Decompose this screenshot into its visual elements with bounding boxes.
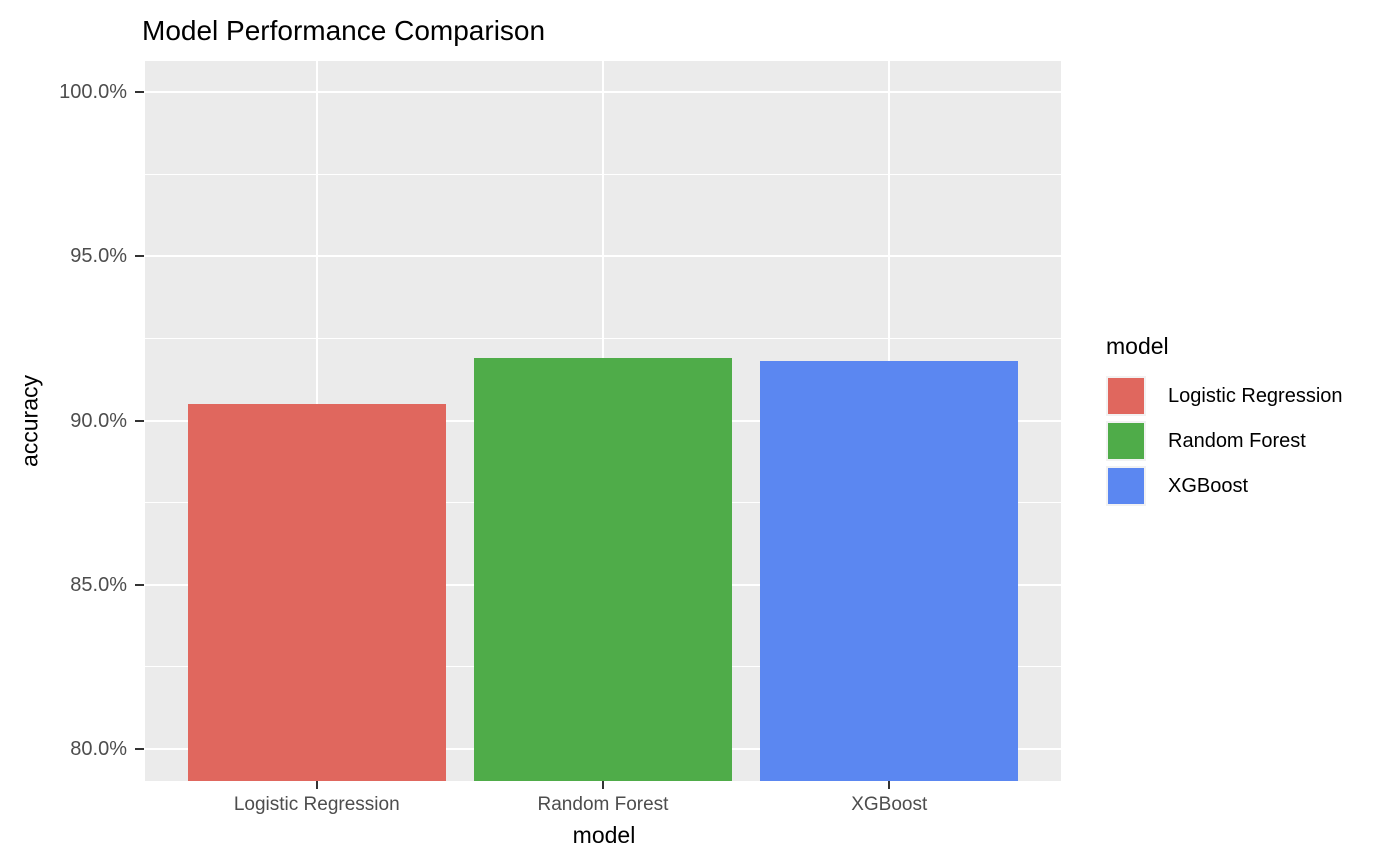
- y-tick-mark: [135, 255, 144, 258]
- legend-item-random-forest: Random Forest: [1106, 421, 1343, 461]
- legend-key-xgboost: [1106, 466, 1146, 506]
- y-tick-label: 80.0%: [70, 737, 127, 760]
- bar-xgboost: [760, 361, 1019, 781]
- legend-title: model: [1106, 333, 1169, 359]
- x-tick-mark: [888, 781, 891, 789]
- legend-item-xgboost: XGBoost: [1106, 466, 1343, 506]
- y-tick-label: 95.0%: [70, 245, 127, 268]
- y-tick-mark: [135, 747, 144, 750]
- chart-title: Model Performance Comparison: [142, 15, 546, 46]
- legend-items: Logistic Regression Random Forest XGBoost: [1106, 376, 1343, 506]
- x-tick-mark: [315, 781, 318, 789]
- y-tick-label: 85.0%: [70, 573, 127, 596]
- legend-key-logistic-regression: [1106, 376, 1146, 416]
- y-tick-mark: [135, 583, 144, 586]
- y-tick-mark: [135, 91, 144, 94]
- legend-item-logistic-regression: Logistic Regression: [1106, 376, 1343, 416]
- y-tick-label: 100.0%: [59, 81, 127, 104]
- legend-label: Logistic Regression: [1168, 384, 1343, 407]
- y-tick-label: 90.0%: [70, 409, 127, 432]
- x-tick-label: Random Forest: [537, 794, 669, 815]
- x-tick-label: Logistic Regression: [233, 794, 400, 815]
- bar-random-forest: [474, 358, 732, 781]
- bar-logistic-regression: [187, 404, 446, 781]
- plot-panel: [145, 61, 1061, 781]
- x-axis-title: model: [572, 822, 636, 848]
- y-tick-mark: [135, 419, 144, 422]
- legend-label: Random Forest: [1168, 429, 1306, 452]
- x-tick-label: XGBoost: [851, 794, 928, 815]
- legend-key-random-forest: [1106, 421, 1146, 461]
- x-tick-mark: [602, 781, 604, 789]
- legend: model Logistic Regression Random Forest XG…: [1106, 333, 1343, 511]
- legend-label: XGBoost: [1168, 474, 1249, 497]
